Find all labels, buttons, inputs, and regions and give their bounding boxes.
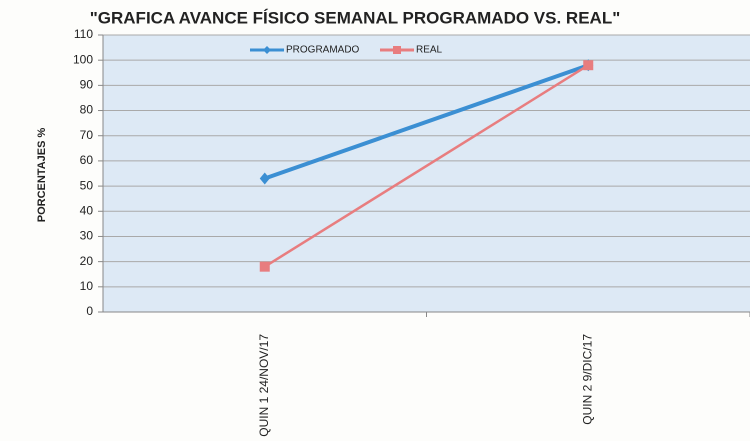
y-tick-label: 30 — [80, 229, 94, 243]
legend-label: PROGRAMADO — [286, 45, 360, 56]
x-tick-label: QUIN 2 9/DIC/17 — [580, 334, 594, 425]
y-tick-label: 60 — [80, 153, 94, 167]
legend-label: REAL — [416, 45, 443, 56]
chart-title: "GRAFICA AVANCE FÍSICO SEMANAL PROGRAMAD… — [90, 8, 621, 27]
y-tick-label: 10 — [80, 279, 94, 293]
x-tick-label: QUIN 1 24/NOV/17 — [257, 334, 271, 437]
legend-marker — [393, 46, 401, 54]
legend-marker — [263, 46, 271, 54]
y-axis-label: PORCENTAJES % — [36, 128, 48, 223]
marker — [259, 172, 270, 185]
y-tick-label: 70 — [80, 128, 94, 142]
y-tick-label: 100 — [73, 52, 93, 66]
marker — [583, 60, 594, 71]
y-tick-label: 0 — [86, 304, 93, 318]
y-tick-label: 50 — [80, 178, 94, 192]
series-line — [264, 63, 589, 181]
y-tick-label: 40 — [80, 203, 94, 217]
y-tick-label: 110 — [74, 27, 93, 41]
y-tick-label: 90 — [80, 78, 94, 92]
marker — [259, 261, 270, 272]
plot-area — [103, 35, 750, 312]
y-tick-label: 80 — [80, 103, 94, 117]
series-line — [264, 64, 589, 268]
y-tick-label: 20 — [80, 254, 94, 268]
